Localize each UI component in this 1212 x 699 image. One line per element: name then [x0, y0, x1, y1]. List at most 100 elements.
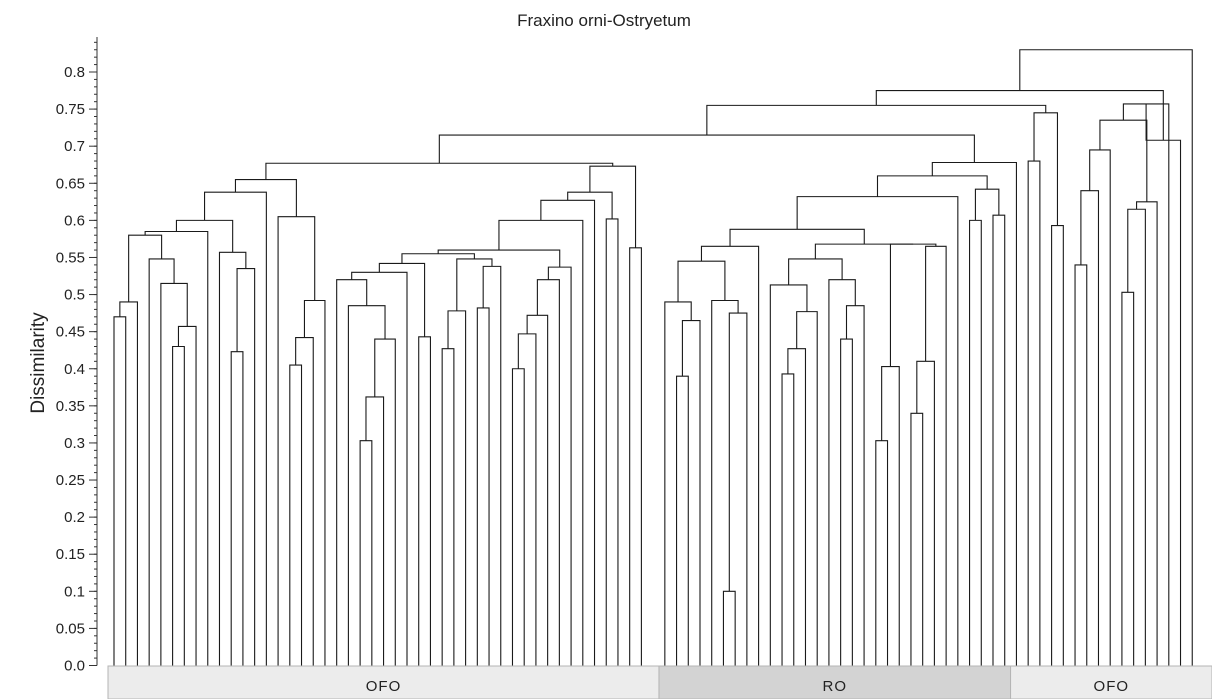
dendrogram-link	[605, 218, 619, 666]
dendrogram-link	[536, 279, 560, 666]
dendrogram-link	[144, 230, 209, 666]
y-tick-label: 0.35	[56, 398, 85, 415]
group-label: RO	[823, 678, 848, 695]
dendrogram-link	[1080, 190, 1100, 666]
chart-title: Fraxino orni-Ostryetum	[517, 11, 691, 30]
dendrogram-link	[277, 216, 316, 666]
dendrogram-link	[498, 219, 584, 666]
dendrogram-link	[992, 214, 1006, 666]
dendrogram-link	[889, 243, 937, 367]
dendrogram-link	[218, 251, 247, 666]
dendrogram-link	[177, 325, 197, 666]
dendrogram-link	[365, 396, 385, 666]
dendrogram-link	[336, 279, 368, 666]
dendrogram-link	[787, 348, 807, 666]
dendrogram-link	[1145, 103, 1182, 666]
dendrogram-link	[1027, 160, 1041, 666]
dendrogram-link	[230, 351, 244, 666]
dendrogram-link	[378, 262, 426, 337]
dendrogram-link	[204, 191, 267, 666]
dendrogram-link	[700, 245, 760, 666]
dendrogram-tree	[113, 49, 1193, 666]
dendrogram-link	[119, 301, 138, 666]
dendrogram-link	[148, 258, 175, 666]
y-major-ticks: 0.0 0.05 0.1 0.15 0.2 0.25 0.3 0.35 0.4 0.45 0.5 0.…	[56, 64, 97, 675]
y-tick-label: 0.75	[56, 101, 85, 118]
y-tick-label: 0.65	[56, 175, 85, 192]
dendrogram-link	[828, 279, 856, 666]
dendrogram-link	[916, 360, 935, 666]
dendrogram-link	[482, 265, 502, 666]
dendrogram-link	[359, 440, 373, 666]
dendrogram-link	[1122, 103, 1170, 666]
group-bar	[107, 665, 660, 699]
dendrogram-link	[676, 375, 689, 666]
dendrogram-link	[1019, 49, 1193, 666]
dendrogram-link	[1089, 149, 1111, 666]
dendrogram-link	[1051, 225, 1064, 666]
dendrogram-link	[175, 219, 234, 253]
dendrogram-link	[1136, 201, 1158, 666]
dendrogram-link	[711, 299, 739, 666]
dendrogram-link	[236, 268, 256, 666]
group-label: OFO	[1094, 678, 1130, 695]
dendrogram-link	[160, 282, 188, 666]
y-tick-label: 0.8	[64, 64, 85, 81]
dendrogram-link	[677, 260, 726, 302]
dendrogram-link	[664, 301, 692, 666]
dendrogram-link	[289, 364, 303, 666]
dendrogram-link	[567, 191, 613, 219]
group-bar	[1010, 665, 1212, 699]
dendrogram-link	[295, 337, 314, 666]
dendrogram-link	[845, 305, 865, 666]
dendrogram-link	[113, 316, 127, 666]
dendrogram-link	[1127, 208, 1146, 666]
dendrogram-link	[814, 243, 914, 259]
dendrogram-link	[476, 307, 490, 666]
dendrogram-link	[788, 258, 843, 285]
dendrogram-link	[769, 284, 808, 666]
y-tick-label: 0.3	[64, 435, 85, 452]
dendrogram-link	[875, 440, 889, 666]
group-bar	[658, 665, 1012, 699]
dendrogram-link	[781, 373, 795, 666]
y-tick-label: 0.45	[56, 324, 85, 341]
dendrogram-link	[511, 368, 525, 666]
y-tick-label: 0.2	[64, 509, 85, 526]
dendrogram-link	[681, 319, 701, 666]
dendrogram-link	[728, 312, 748, 666]
dendrogram-link	[910, 412, 924, 666]
y-tick-label: 0.5	[64, 287, 85, 304]
dendrogram-link	[840, 338, 853, 666]
dendrogram-link	[347, 305, 386, 666]
dendrogram-link	[876, 175, 988, 197]
dendrogram-link	[418, 336, 431, 666]
y-tick-label: 0.4	[64, 361, 85, 378]
group-bar-layer: OFO RO OFO	[107, 665, 1212, 699]
dendrogram-link	[796, 311, 818, 666]
y-tick-label: 0.05	[56, 620, 85, 637]
y-tick-label: 0.55	[56, 249, 85, 266]
dendrogram-link	[589, 165, 637, 248]
dendrogram-link	[265, 162, 614, 180]
dendrogram-link	[374, 338, 396, 666]
dendrogram-link	[1033, 112, 1059, 226]
dendrogram-link	[931, 161, 1017, 666]
dendrogram-link	[1121, 291, 1135, 666]
dendrogram-link	[526, 314, 549, 666]
dendrogram-link	[438, 134, 975, 164]
dendrogram-link	[875, 89, 1164, 141]
group-label: OFO	[366, 678, 402, 695]
y-tick-label: 0.6	[64, 212, 85, 229]
dendrogram-link	[447, 310, 467, 666]
dendrogram-link	[172, 345, 185, 666]
dendrogram-link	[128, 234, 163, 302]
dendrogram-link	[303, 299, 326, 666]
dendrogram-link	[234, 179, 297, 217]
dendrogram-link	[881, 365, 900, 666]
y-tick-label: 0.7	[64, 138, 85, 155]
dendrogram-link	[706, 104, 1047, 136]
dendrogram-link	[796, 196, 959, 666]
y-axis: 0.0 0.05 0.1 0.15 0.2 0.25 0.3 0.35 0.4 0.45 0.5 0.…	[56, 37, 98, 675]
